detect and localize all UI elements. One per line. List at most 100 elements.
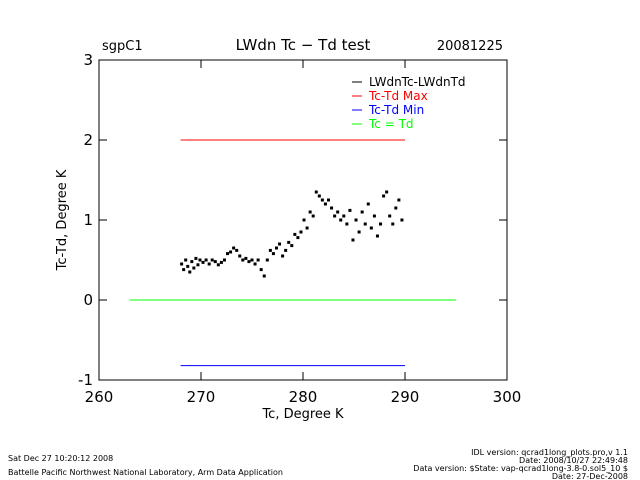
point (192, 266, 196, 270)
y-tick-label: 3 (83, 51, 93, 69)
footer-lab: Battelle Pacific Northwest National Labo… (8, 468, 283, 477)
x-axis-label: Tc, Degree K (261, 407, 344, 422)
y-tick-label: 0 (83, 291, 93, 309)
point (287, 240, 291, 244)
point (357, 230, 361, 234)
point (369, 226, 373, 230)
point (391, 222, 395, 226)
point (394, 206, 398, 210)
point (186, 264, 190, 268)
point (278, 242, 282, 246)
point (336, 210, 340, 214)
point (216, 263, 220, 267)
point (250, 258, 254, 262)
point (238, 254, 242, 258)
point (363, 222, 367, 226)
point (198, 258, 202, 262)
point (314, 190, 318, 194)
point (188, 270, 192, 274)
point (385, 190, 389, 194)
point (345, 222, 349, 226)
point (382, 194, 386, 198)
point (320, 198, 324, 202)
point (302, 218, 306, 222)
footer-data-date: Date: 27-Dec-2008 (552, 472, 628, 480)
point (222, 258, 226, 262)
point (226, 252, 230, 256)
point (400, 218, 404, 222)
footer-data-version: Data version: $State: vap-qcrad1long-3.8… (413, 464, 628, 473)
point (190, 260, 194, 264)
point (327, 198, 330, 202)
point (388, 214, 392, 218)
point (244, 256, 248, 260)
point (311, 214, 315, 218)
point (290, 244, 294, 248)
footer-idl-version: IDL version: qcrad1long_plots.pro,v 1.1 (471, 448, 628, 457)
x-tick-label: 270 (187, 388, 216, 406)
x-tick-label: 300 (493, 388, 522, 406)
point (360, 210, 364, 214)
y-tick-label: -1 (78, 371, 93, 389)
legend-label: Tc-Td Max (368, 89, 428, 103)
point (308, 210, 312, 214)
point (305, 226, 309, 230)
x-tick-label: 290 (391, 388, 420, 406)
point (333, 214, 337, 218)
point (204, 258, 208, 262)
date-label: 20081225 (437, 39, 503, 54)
x-tick-label: 280 (289, 388, 318, 406)
point (372, 214, 376, 218)
point (317, 194, 321, 198)
legend-label: Tc = Td (368, 117, 414, 131)
point (180, 262, 184, 266)
point (247, 260, 251, 264)
y-axis-label: Tc-Td, Degree K (55, 169, 70, 271)
legend-label: Tc-Td Min (368, 103, 424, 117)
point (196, 263, 200, 267)
point (366, 202, 370, 206)
point (281, 254, 285, 258)
chart-title: LWdn Tc − Td test (236, 36, 371, 54)
point (296, 236, 300, 240)
point (235, 248, 239, 252)
point (182, 268, 186, 272)
point (271, 252, 275, 256)
point (339, 218, 343, 222)
point (265, 258, 269, 262)
y-tick-label: 1 (83, 211, 93, 229)
point (274, 246, 278, 250)
point (351, 238, 355, 242)
point (184, 258, 188, 262)
footer-timestamp: Sat Dec 27 10:20:12 2008 (8, 454, 113, 463)
point (210, 258, 214, 262)
point (323, 202, 327, 206)
point (207, 262, 211, 266)
point (379, 222, 383, 226)
footer-idl-date: Date: 2008/10/27 22:49:48 (519, 456, 628, 465)
point (284, 248, 288, 252)
point (219, 260, 223, 264)
point (241, 258, 245, 262)
point (299, 230, 303, 234)
point (342, 214, 346, 218)
legend-label: LWdnTc-LWdnTd (369, 75, 466, 89)
point (262, 274, 266, 278)
point (268, 248, 272, 252)
point (213, 260, 217, 264)
point (253, 262, 257, 266)
x-tick-label: 260 (85, 388, 114, 406)
point (354, 218, 358, 222)
point (348, 208, 352, 212)
point (375, 234, 379, 238)
point (330, 206, 334, 210)
site-label: sgpC1 (102, 39, 143, 54)
point (229, 250, 233, 254)
point (256, 258, 260, 262)
point (201, 260, 205, 264)
point (194, 256, 198, 260)
point (259, 268, 263, 272)
point (397, 198, 401, 202)
point (232, 246, 236, 250)
